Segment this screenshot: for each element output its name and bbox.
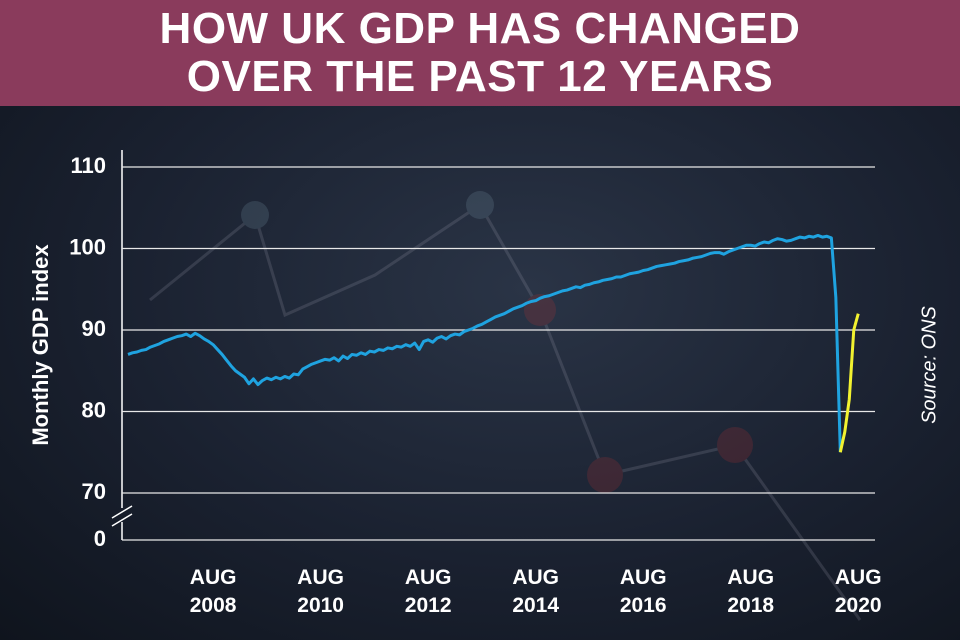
y-tick-label: 110 [71,153,107,178]
axis-break [111,505,133,527]
y-axis-label: Monthly GDP index [28,244,53,446]
y-tick-label: 100 [69,234,106,259]
data-line [127,233,842,453]
x-tick-label: AUG 2014 [512,566,559,617]
x-tick-label: AUG 2008 [190,566,237,617]
background-decoration [149,191,862,621]
y-tick-label: 90 [82,316,106,341]
y-tick-label: 0 [94,526,106,551]
x-tick-label: AUG 2018 [727,566,774,617]
x-tick-label: AUG 2010 [297,566,344,617]
x-tick-label: AUG 2012 [405,566,452,617]
title-banner: HOW UK GDP HAS CHANGED OVER THE PAST 12 … [0,0,960,106]
y-tick-label: 80 [82,397,106,422]
data-line [838,313,860,453]
source-note: Source: ONS [918,305,940,423]
y-tick-label: 70 [82,479,106,504]
x-tick-label: AUG 2016 [620,566,667,617]
chart-title: HOW UK GDP HAS CHANGED OVER THE PAST 12 … [159,4,801,101]
x-tick-label: AUG 2020 [835,566,882,617]
